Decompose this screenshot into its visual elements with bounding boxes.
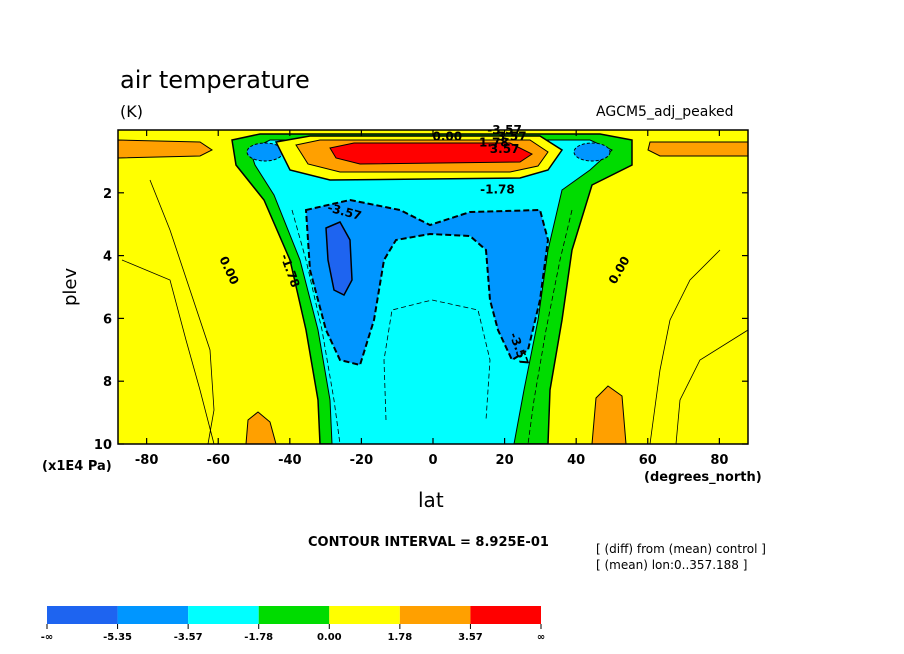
x-tick-label: 80	[710, 453, 728, 468]
contour-label: 3.57	[497, 129, 527, 143]
contour-line-east-2	[675, 329, 748, 444]
axes: -80 -60 -40 -20 0 20 40 60 80 2 4 6 8 10	[94, 130, 748, 468]
x-tick-label: -80	[135, 453, 159, 468]
colorbar-bin	[258, 606, 330, 624]
colorbar-label: -3.57	[174, 632, 203, 643]
colorbar-end-label: ∞	[537, 632, 545, 643]
contour-label: -3.57	[487, 123, 522, 137]
x-tick-label: 60	[639, 453, 657, 468]
mean-note: [ (mean) lon:0..357.188 ]	[596, 558, 748, 572]
colorbar-bin	[188, 606, 259, 624]
colorbar-label: 1.78	[388, 632, 413, 643]
colorbar: -∞ -5.35 -3.57 -1.78 0.00 1.78 3.57 ∞	[41, 606, 545, 643]
colorbar-bin	[470, 606, 541, 624]
contour-line-right-dashed	[527, 209, 573, 444]
contour-fill-orange-lower-right	[591, 385, 627, 444]
dataset-label: AGCM5_adj_peaked	[596, 104, 734, 120]
contour-fill-lightblue	[304, 198, 550, 367]
colorbar-bin	[117, 606, 189, 624]
contour-fill-darkblue	[325, 221, 353, 296]
x-tick-label: -60	[206, 453, 230, 468]
chart-title: air temperature	[120, 66, 310, 94]
y-tick-label: 10	[94, 438, 112, 453]
colorbar-label: 0.00	[317, 632, 342, 643]
contour-fill-eddy-right	[573, 142, 611, 162]
y-tick-label: 2	[103, 187, 112, 202]
contour-fill-orange-upper-left	[118, 139, 213, 159]
y-tick-label: 4	[103, 250, 112, 265]
diff-note: [ (diff) from (mean) control ]	[596, 542, 766, 556]
colorbar-label: -∞	[41, 632, 53, 643]
colorbar-label: 3.57	[458, 632, 483, 643]
colorbar-bin	[399, 606, 471, 624]
contour-interval: CONTOUR INTERVAL = 8.925E-01	[308, 535, 549, 550]
contour-line-center-dashed	[383, 299, 491, 421]
colorbar-bin	[47, 606, 118, 624]
x-tick-label: -40	[278, 453, 302, 468]
contour-fill-orange-upper-right	[647, 141, 748, 157]
contour-line-left-dashed	[291, 209, 341, 444]
y-axis-unit: (x1E4 Pa)	[42, 459, 112, 474]
x-axis-unit: (degrees_north)	[644, 470, 762, 485]
contour-label: 1.78	[479, 136, 509, 150]
y-tick-label: 6	[103, 312, 112, 327]
x-tick-label: 0	[428, 453, 437, 468]
contour-line-east-1	[649, 249, 721, 444]
colorbar-bin	[329, 606, 400, 624]
contour-fill-orange-lower-left	[245, 411, 277, 444]
x-tick-label: 20	[496, 453, 514, 468]
chart-units: (K)	[120, 102, 143, 121]
contour-label: 3.57	[490, 142, 520, 156]
filled-contours	[118, 130, 748, 444]
colorbar-label: -1.78	[244, 632, 273, 643]
colorbar-label: -5.35	[103, 632, 132, 643]
contour-fill-warm-core	[329, 142, 533, 165]
x-axis-label: lat	[418, 488, 444, 512]
contour-line-west-1	[149, 179, 215, 444]
y-tick-label: 8	[103, 375, 112, 390]
x-tick-label: 40	[567, 453, 585, 468]
contour-label: 0.00	[433, 129, 463, 143]
x-tick-label: -20	[350, 453, 374, 468]
contour-line-west-2	[121, 259, 215, 444]
contour-label: -1.78	[480, 183, 515, 197]
